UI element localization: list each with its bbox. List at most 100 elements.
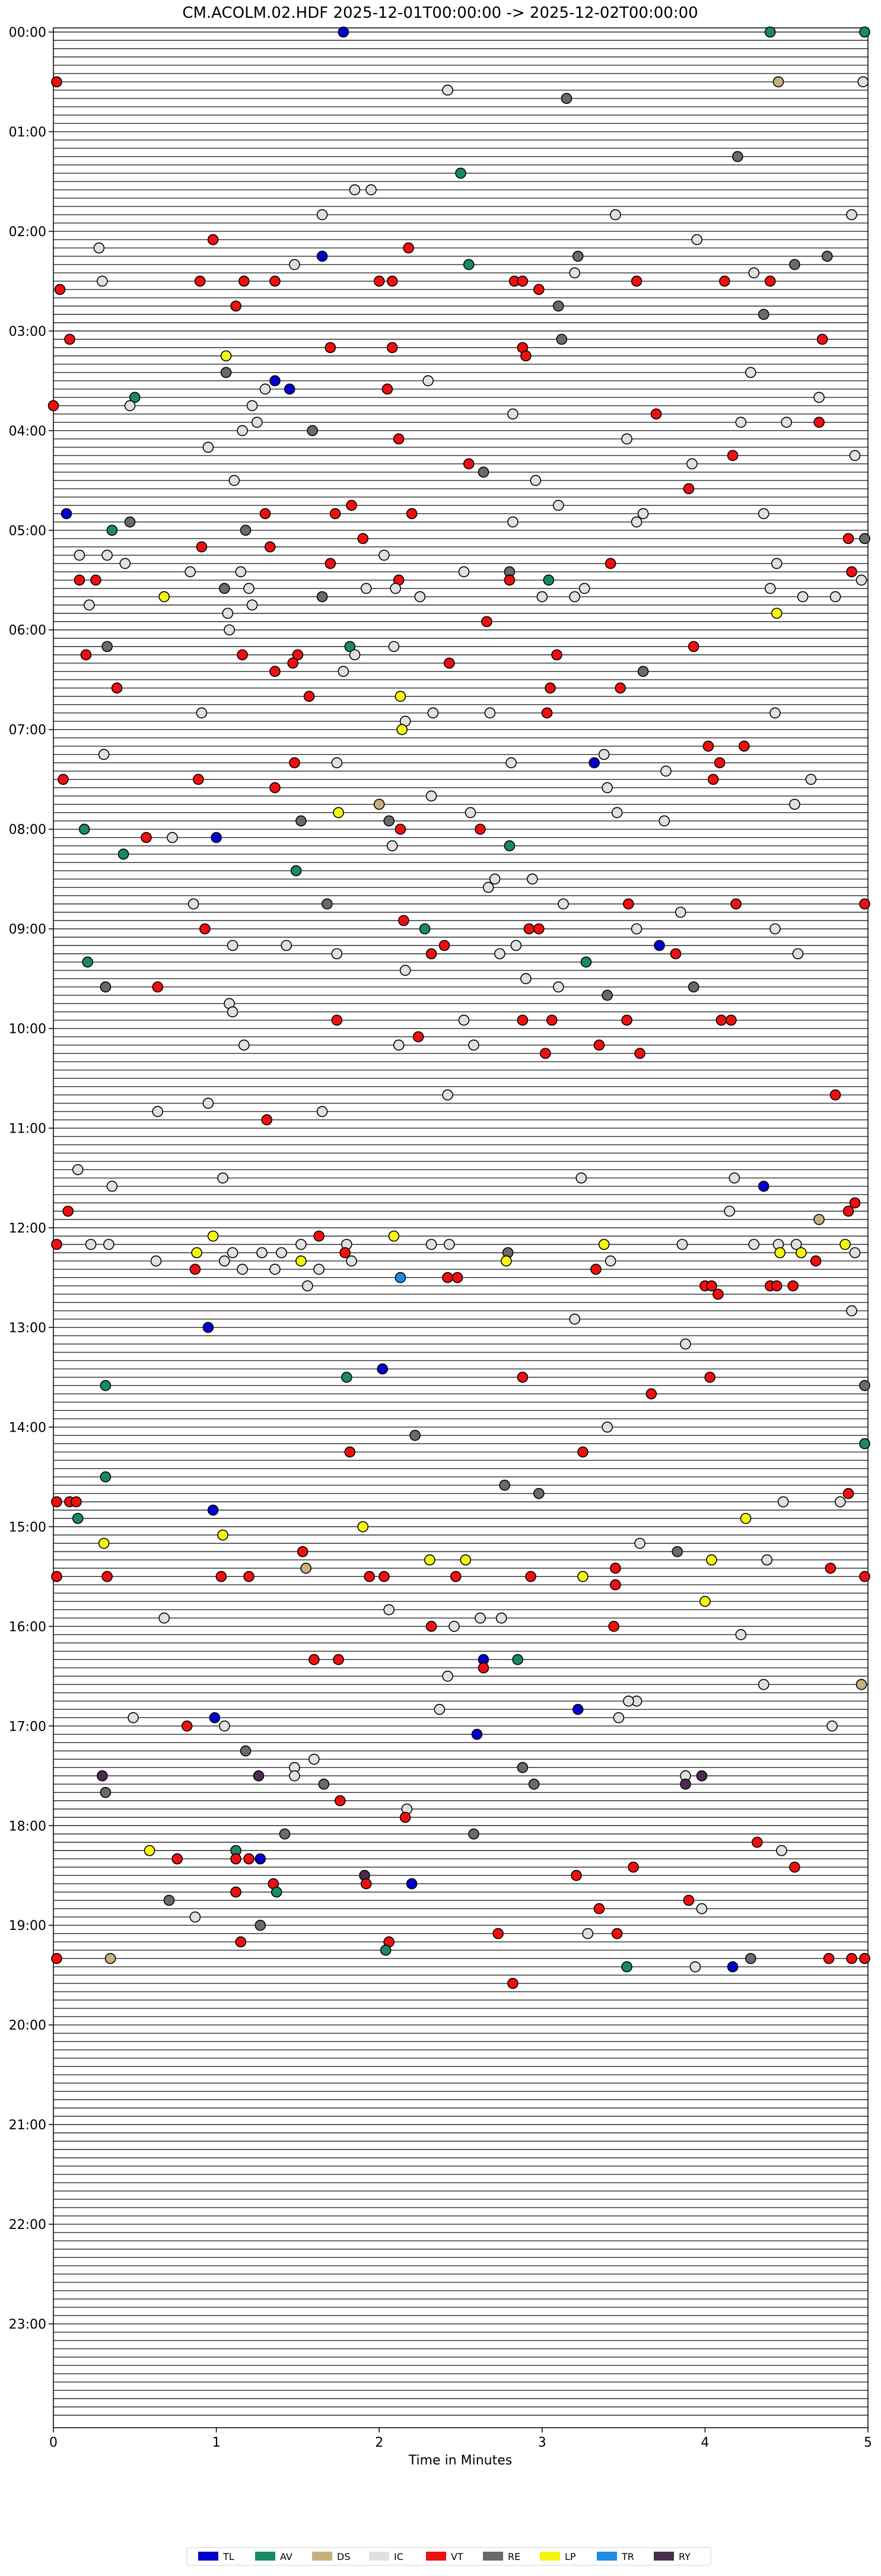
event-marker-vt — [334, 1795, 346, 1807]
event-marker-re — [552, 300, 564, 312]
event-marker-ic — [724, 1206, 735, 1217]
event-marker-ds — [373, 799, 385, 810]
legend-label-av: AV — [280, 2551, 292, 2562]
y-tick-label: 00:00 — [9, 26, 46, 40]
event-marker-vt — [631, 275, 643, 287]
event-marker-ic — [390, 583, 401, 594]
event-marker-ic — [846, 1305, 857, 1316]
legend-swatch-av — [255, 2552, 275, 2561]
event-marker-lp — [295, 1255, 307, 1267]
event-marker-ic — [386, 840, 398, 851]
event-marker-ic — [689, 1961, 701, 1973]
event-marker-ic — [237, 1264, 248, 1275]
event-marker-vt — [520, 350, 532, 362]
event-marker-ic — [316, 1106, 328, 1117]
event-marker-av — [512, 1654, 523, 1665]
event-marker-ic — [475, 1613, 486, 1624]
event-marker-tl — [471, 1728, 483, 1740]
event-marker-lp — [98, 1538, 110, 1549]
event-marker-ic — [613, 1712, 625, 1723]
event-marker-vt — [199, 923, 211, 934]
event-marker-vt — [551, 649, 562, 661]
event-marker-vt — [443, 657, 455, 669]
event-marker-ic — [468, 1039, 479, 1051]
event-marker-re — [295, 815, 307, 826]
event-marker-re — [307, 425, 318, 437]
event-marker-av — [72, 1513, 84, 1524]
event-marker-vt — [297, 1546, 308, 1557]
event-marker-ic — [349, 649, 361, 661]
chart-title: CM.ACOLM.02.HDF 2025-12-01T00:00:00 -> 2… — [182, 4, 698, 22]
event-marker-ic — [442, 84, 453, 96]
event-marker-av — [290, 865, 302, 876]
event-marker-vt — [215, 1571, 227, 1582]
event-marker-vt — [360, 1878, 372, 1890]
event-marker-lp — [424, 1554, 435, 1566]
event-marker-ic — [97, 275, 108, 287]
event-marker-lp — [839, 1239, 851, 1250]
event-marker-vt — [62, 1206, 74, 1217]
event-marker-av — [580, 956, 592, 968]
event-marker-re — [478, 466, 489, 478]
event-marker-vt — [51, 1952, 62, 1964]
event-marker-tl — [316, 250, 328, 262]
event-marker-vt — [615, 682, 626, 694]
event-marker-re — [316, 591, 328, 603]
event-marker-vt — [842, 1488, 854, 1499]
event-marker-vt — [51, 76, 62, 88]
event-marker-vt — [230, 1853, 241, 1865]
event-marker-av — [100, 1380, 112, 1391]
event-marker-ic — [771, 558, 783, 570]
event-marker-av — [100, 1471, 112, 1483]
event-marker-ic — [552, 500, 564, 511]
event-marker-ic — [482, 882, 494, 893]
event-marker-vt — [816, 333, 828, 345]
event-marker-vt — [751, 1836, 763, 1848]
event-marker-vt — [357, 533, 369, 545]
event-marker-vt — [507, 1977, 519, 1989]
event-marker-ic — [813, 392, 825, 403]
event-marker-ic — [855, 574, 867, 586]
event-marker-ic — [558, 898, 569, 909]
event-marker-re — [124, 516, 136, 528]
legend-label-tr: TR — [621, 2551, 634, 2562]
event-marker-vt — [707, 774, 719, 785]
event-marker-vt — [194, 275, 206, 287]
event-marker-vt — [292, 649, 304, 661]
event-marker-vt — [634, 1048, 645, 1059]
event-marker-ic — [552, 981, 564, 993]
event-marker-vt — [207, 234, 219, 246]
event-marker-re — [220, 367, 232, 379]
event-marker-ic — [259, 383, 271, 395]
event-marker-ic — [676, 1239, 688, 1250]
event-marker-av — [344, 641, 356, 653]
event-marker-ic — [331, 948, 343, 959]
y-tick-label: 12:00 — [9, 1222, 46, 1236]
event-marker-ic — [308, 1753, 320, 1765]
event-marker-ic — [246, 599, 258, 611]
event-marker-vt — [141, 832, 152, 843]
event-marker-lp — [460, 1554, 472, 1566]
event-marker-ic — [569, 1314, 581, 1325]
event-marker-ic — [748, 267, 760, 279]
event-marker-av — [455, 167, 466, 179]
event-marker-vt — [398, 915, 409, 926]
event-marker-lp — [220, 350, 232, 362]
event-marker-vt — [645, 1388, 657, 1400]
event-marker-vt — [264, 541, 276, 553]
event-marker-ic — [331, 757, 343, 768]
event-marker-vt — [846, 1952, 857, 1964]
event-marker-vt — [739, 740, 750, 752]
row-grid-lines — [53, 31, 868, 2416]
event-marker-ic — [360, 583, 372, 594]
event-marker-ry — [696, 1770, 708, 1782]
event-marker-vt — [590, 1264, 602, 1275]
event-marker-tl — [255, 1853, 266, 1865]
event-marker-vt — [259, 508, 271, 520]
legend-swatch-ds — [312, 2552, 332, 2561]
event-marker-vt — [243, 1571, 255, 1582]
event-marker-vt — [58, 774, 69, 785]
event-marker-vt — [650, 408, 662, 420]
event-marker-ic — [484, 707, 496, 719]
event-marker-ic — [425, 1239, 437, 1250]
